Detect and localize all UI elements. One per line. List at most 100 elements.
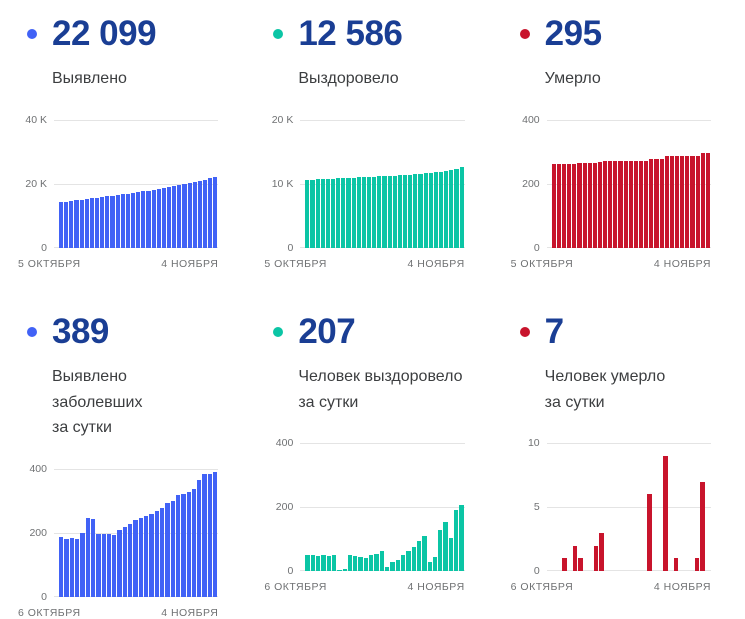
bar[interactable]: [120, 194, 125, 248]
bar[interactable]: [454, 168, 459, 248]
bar[interactable]: [422, 536, 427, 572]
bar[interactable]: [80, 533, 85, 597]
bar[interactable]: [128, 523, 133, 597]
bar[interactable]: [177, 185, 182, 248]
bar[interactable]: [202, 179, 208, 248]
bar[interactable]: [377, 176, 382, 248]
bar[interactable]: [448, 537, 454, 572]
bar[interactable]: [572, 545, 578, 572]
bar[interactable]: [582, 162, 587, 248]
bar[interactable]: [659, 159, 664, 248]
bar[interactable]: [96, 533, 101, 597]
bar[interactable]: [562, 558, 567, 572]
bar[interactable]: [207, 473, 213, 597]
bar[interactable]: [101, 534, 106, 597]
bar[interactable]: [613, 161, 618, 248]
bar[interactable]: [133, 520, 138, 597]
bar[interactable]: [165, 503, 170, 597]
bar[interactable]: [623, 161, 628, 248]
bar[interactable]: [416, 540, 422, 572]
bar[interactable]: [603, 161, 608, 248]
bar[interactable]: [374, 554, 379, 572]
bar[interactable]: [663, 456, 668, 572]
bar[interactable]: [361, 177, 367, 248]
bar[interactable]: [572, 163, 577, 248]
bar[interactable]: [413, 174, 418, 248]
bar[interactable]: [400, 555, 406, 572]
bar[interactable]: [130, 193, 136, 248]
bar[interactable]: [633, 161, 639, 248]
bar[interactable]: [59, 202, 64, 248]
bar[interactable]: [141, 191, 146, 248]
bar[interactable]: [154, 511, 159, 597]
bar[interactable]: [675, 156, 680, 248]
bar[interactable]: [664, 156, 669, 248]
bar[interactable]: [117, 529, 122, 597]
bar[interactable]: [182, 184, 187, 248]
bar[interactable]: [372, 176, 377, 248]
bar[interactable]: [685, 156, 690, 248]
bar[interactable]: [89, 198, 94, 248]
bar[interactable]: [385, 567, 390, 572]
bar[interactable]: [325, 178, 331, 248]
bar[interactable]: [315, 555, 321, 572]
bar[interactable]: [444, 170, 449, 248]
bar[interactable]: [331, 178, 336, 248]
bar[interactable]: [432, 556, 438, 572]
bar[interactable]: [74, 538, 80, 597]
bar[interactable]: [197, 180, 202, 248]
bar[interactable]: [433, 172, 438, 248]
bar[interactable]: [136, 192, 141, 248]
bar[interactable]: [105, 196, 110, 248]
bar[interactable]: [331, 554, 337, 572]
bar[interactable]: [608, 161, 613, 248]
bar[interactable]: [151, 189, 156, 248]
bar[interactable]: [305, 555, 310, 572]
bar[interactable]: [379, 551, 385, 572]
bar[interactable]: [161, 188, 166, 248]
bar[interactable]: [186, 491, 191, 597]
bar[interactable]: [654, 159, 659, 248]
bar[interactable]: [628, 161, 633, 248]
bar[interactable]: [700, 153, 705, 248]
bar[interactable]: [315, 179, 320, 248]
bar[interactable]: [395, 560, 400, 572]
bar[interactable]: [90, 518, 96, 597]
bar[interactable]: [112, 535, 117, 597]
bar[interactable]: [618, 161, 623, 248]
bar[interactable]: [110, 195, 115, 248]
bar[interactable]: [213, 472, 218, 597]
bar[interactable]: [64, 539, 69, 597]
bar[interactable]: [347, 554, 353, 572]
bar[interactable]: [192, 182, 197, 248]
bar[interactable]: [159, 507, 165, 597]
bar[interactable]: [202, 474, 207, 597]
bar[interactable]: [310, 555, 315, 572]
bar[interactable]: [438, 529, 443, 572]
bar[interactable]: [592, 162, 597, 248]
bar[interactable]: [449, 169, 454, 248]
bar[interactable]: [342, 568, 347, 572]
bar[interactable]: [146, 190, 151, 248]
bar[interactable]: [191, 489, 197, 597]
bar[interactable]: [351, 177, 356, 248]
bar[interactable]: [454, 510, 459, 572]
bar[interactable]: [438, 171, 444, 248]
bar[interactable]: [695, 558, 700, 572]
bar[interactable]: [336, 178, 341, 248]
bar[interactable]: [341, 178, 346, 248]
bar[interactable]: [597, 162, 603, 248]
bar[interactable]: [459, 505, 464, 572]
bar[interactable]: [406, 551, 411, 572]
bar[interactable]: [175, 495, 181, 597]
bar[interactable]: [337, 570, 342, 572]
bar[interactable]: [669, 156, 675, 248]
bar[interactable]: [353, 555, 358, 572]
bar[interactable]: [310, 179, 315, 248]
bar[interactable]: [367, 176, 372, 248]
bar[interactable]: [695, 155, 700, 248]
bar[interactable]: [459, 167, 464, 248]
bar[interactable]: [644, 161, 649, 248]
bar[interactable]: [428, 172, 433, 248]
bar[interactable]: [369, 555, 374, 572]
